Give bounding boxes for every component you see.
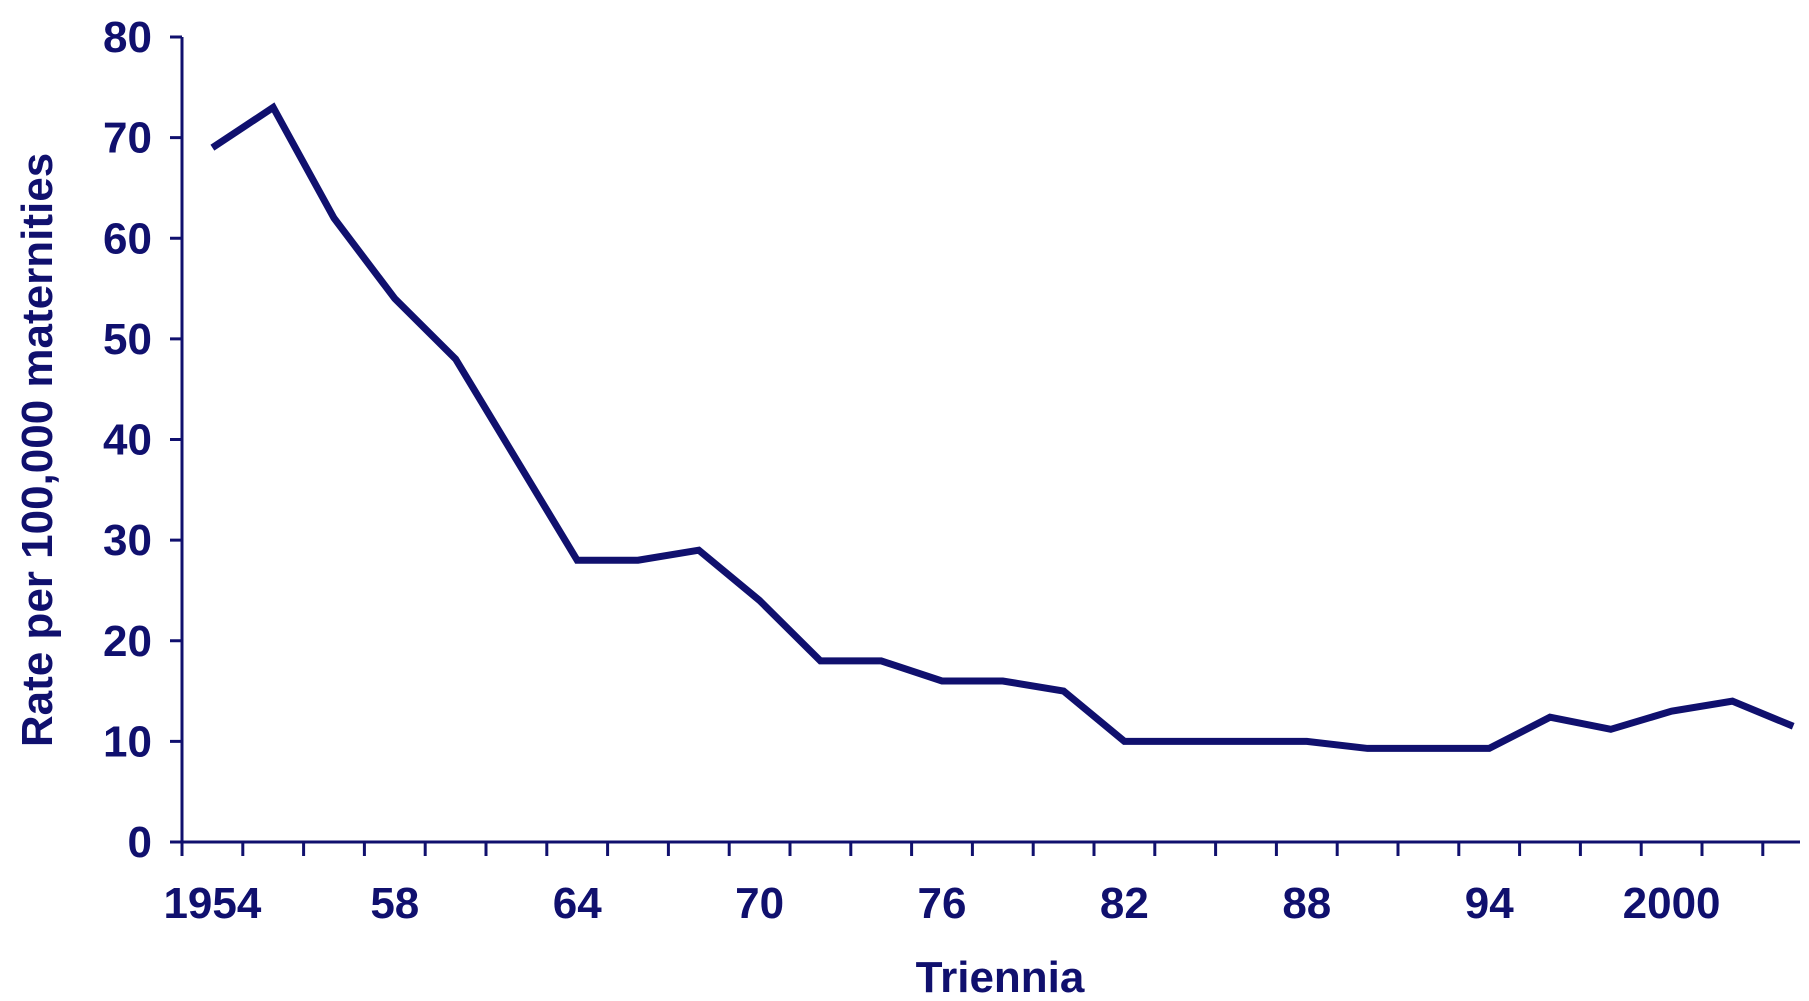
x-tick-label: 94: [1465, 879, 1514, 928]
y-tick-label: 0: [128, 818, 152, 867]
x-tick-label: 1954: [163, 879, 261, 928]
y-tick-label: 60: [103, 214, 152, 263]
x-tick-label: 88: [1282, 879, 1331, 928]
x-axis: 1954 58 64 70 76 82 88 94 2000: [163, 840, 1800, 928]
x-tick-label: 76: [918, 879, 967, 928]
x-tick-label: 2000: [1623, 879, 1721, 928]
x-axis-title: Triennia: [916, 953, 1085, 1001]
y-axis-title: Rate per 100,000 maternities: [13, 153, 62, 747]
y-axis: 0 10 20 30 40 50 60 70 80: [103, 13, 184, 867]
x-tick-label: 58: [370, 879, 419, 928]
y-tick-label: 10: [103, 717, 152, 766]
series-line: [210, 102, 1795, 752]
y-tick-label: 30: [103, 516, 152, 565]
y-tick-label: 40: [103, 416, 152, 465]
x-tick-label: 64: [553, 879, 602, 928]
y-tick-label: 80: [103, 13, 152, 62]
y-tick-label: 20: [103, 617, 152, 666]
y-tick-label: 70: [103, 114, 152, 163]
y-tick-label: 50: [103, 315, 152, 364]
series-group: [210, 102, 1795, 752]
x-tick-label: 82: [1100, 879, 1149, 928]
x-tick-label: 70: [735, 879, 784, 928]
